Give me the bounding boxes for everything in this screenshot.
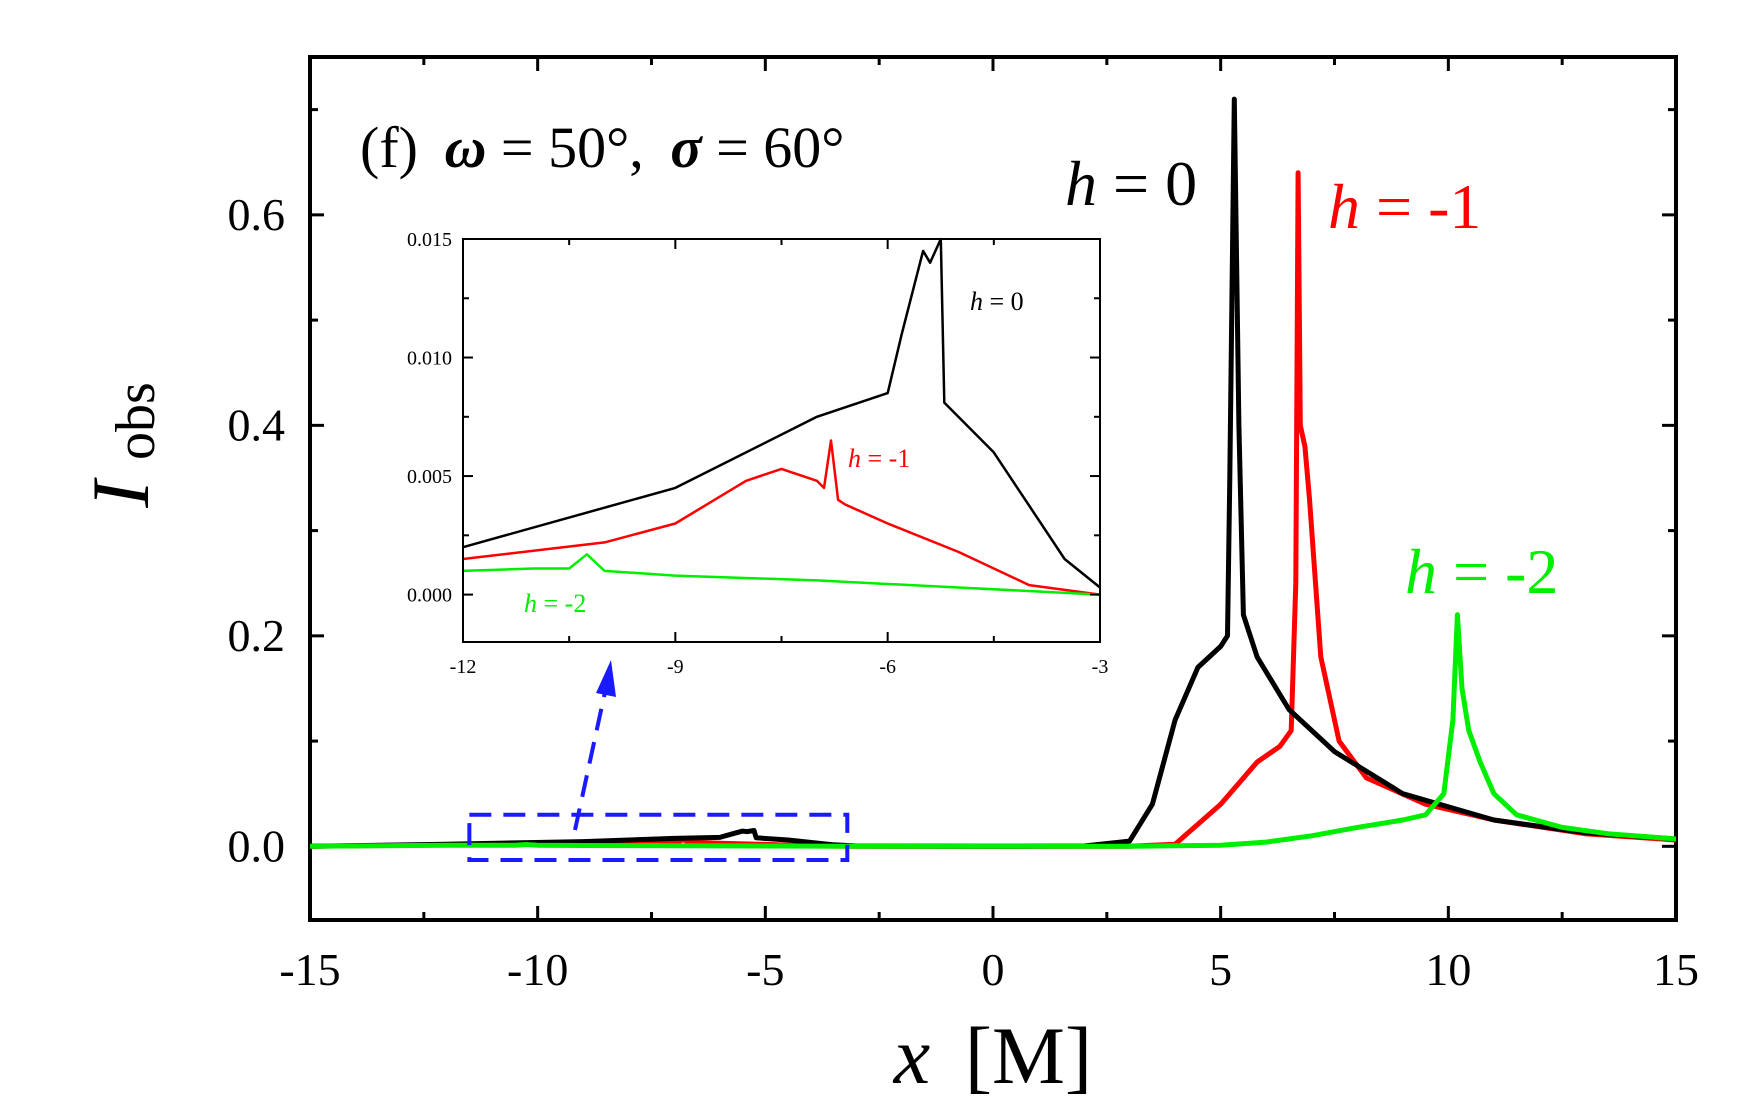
- inset-series-line: [462, 439, 1101, 596]
- panel-title: (f) ω = 50°, σ = 60°: [360, 115, 844, 180]
- omega-value: = 50°,: [501, 115, 644, 180]
- label-h-2: h = -2: [1405, 536, 1558, 607]
- inset-label-h-2: h = -2: [524, 589, 586, 618]
- inset-y-tick-label: 0.000: [407, 585, 452, 607]
- omega-symbol: ω: [444, 115, 486, 180]
- main-y-ticks: 0.0 0.2 0.4 0.6: [228, 108, 1676, 871]
- label-h-1: h = -1: [1328, 171, 1481, 242]
- inset-label-h-1: h = -1: [848, 444, 910, 473]
- x-tick-label: 15: [1653, 944, 1699, 995]
- inset-y-ticks: 0.000 0.005 0.010 0.015: [407, 229, 1100, 607]
- label-h0: h = 0: [1065, 148, 1197, 219]
- main-series: [309, 96, 1677, 849]
- inset-y-tick-label: 0.010: [407, 348, 452, 370]
- sigma-symbol: σ: [670, 115, 703, 180]
- inset-x-ticks: -12 -9 -6 -3: [450, 239, 1109, 678]
- inset-x-tick-label: -3: [1092, 656, 1109, 678]
- inset-y-tick-label: 0.005: [407, 466, 452, 488]
- x-tick-label: 0: [982, 944, 1005, 995]
- y-tick-label: 0.4: [228, 399, 286, 450]
- inset-series-line: [462, 553, 1101, 596]
- zoom-region-box: [467, 812, 850, 863]
- x-tick-label: -10: [507, 944, 568, 995]
- zoom-annotation: [467, 660, 850, 863]
- y-tick-label: 0.2: [228, 610, 286, 661]
- zoom-arrow-shaft: [573, 691, 607, 831]
- y-axis-title: I obs: [75, 382, 167, 509]
- main-x-ticks: -15 -10 -5 0 5 10 15: [279, 57, 1699, 995]
- x-tick-label: 5: [1209, 944, 1232, 995]
- x-axis-title: x [M]: [893, 1010, 1092, 1101]
- series-line-h0: [309, 96, 1677, 849]
- sigma-value: = 60°: [716, 115, 844, 180]
- zoom-arrow-head: [596, 660, 616, 697]
- inset-x-tick-label: -12: [450, 656, 477, 678]
- x-tick-label: -15: [279, 944, 340, 995]
- panel-label: (f): [360, 115, 418, 180]
- inset-label-h0: h = 0: [970, 287, 1024, 316]
- inset-x-tick-label: -6: [879, 656, 896, 678]
- inset-x-tick-label: -9: [667, 656, 684, 678]
- inset-frame-bg: [463, 239, 1100, 642]
- series-line-h-2: [309, 612, 1677, 849]
- inset-series: [462, 237, 1101, 596]
- x-tick-label: 10: [1425, 944, 1471, 995]
- y-tick-label: 0.6: [228, 189, 286, 240]
- y-tick-label: 0.0: [228, 820, 286, 871]
- inset-y-tick-label: 0.015: [407, 229, 452, 251]
- x-tick-label: -5: [746, 944, 784, 995]
- inset-series-line: [462, 237, 1101, 589]
